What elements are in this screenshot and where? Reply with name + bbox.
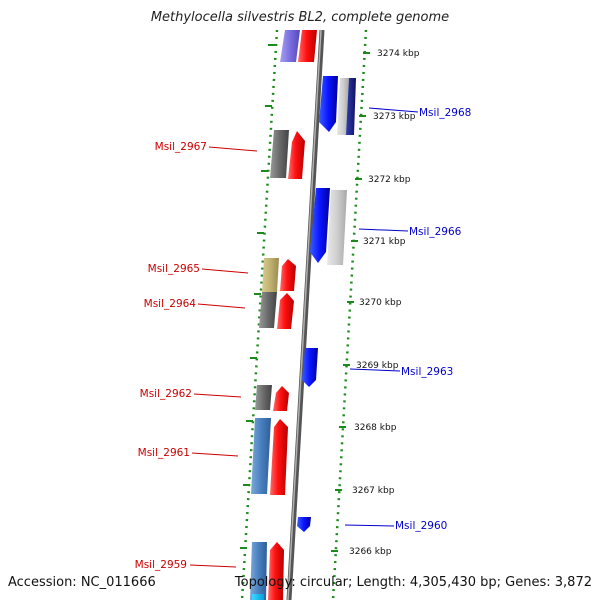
label-msil-2963[interactable]: Msil_2963 [401, 366, 453, 378]
gene-gray-2962[interactable] [255, 385, 272, 410]
gene-gray-2967[interactable] [270, 130, 289, 178]
gene-red-top[interactable] [298, 30, 317, 62]
label-msil-2966[interactable]: Msil_2966 [409, 226, 462, 238]
label-msil-2960[interactable]: Msil_2960 [395, 520, 447, 532]
genome-summary-text: Topology: circular; Length: 4,305,430 bp… [234, 575, 592, 590]
genome-title: Methylocella silvestris BL2, complete ge… [150, 10, 450, 25]
label-msil-2962[interactable]: Msil_2962 [140, 388, 192, 400]
gene-msil-2965[interactable] [280, 259, 296, 291]
label-msil-2961[interactable]: Msil_2961 [138, 447, 190, 459]
kbp-3267: 3267 kbp [352, 486, 395, 496]
gene-msil-2964[interactable] [277, 293, 294, 329]
label-msil-2968[interactable]: Msil_2968 [419, 107, 471, 119]
gene-steel-2959[interactable] [250, 542, 267, 600]
gene-light-2968[interactable] [337, 78, 349, 135]
kbp-3274: 3274 kbp [377, 49, 420, 59]
gene-light-2966[interactable] [327, 190, 347, 265]
kbp-3271: 3271 kbp [363, 237, 406, 247]
accession-text: Accession: NC_011666 [8, 575, 156, 590]
gene-msil-2959[interactable] [268, 542, 284, 600]
gene-msil-2961[interactable] [270, 419, 288, 495]
kbp-3269: 3269 kbp [356, 361, 399, 371]
kbp-3273: 3273 kbp [373, 112, 416, 122]
kbp-3270: 3270 kbp [359, 298, 402, 308]
gene-msil-2967[interactable] [288, 131, 305, 179]
forward-strand-genes [297, 76, 356, 532]
left-tick-marks [240, 44, 275, 549]
gene-msil-2968[interactable] [319, 76, 338, 132]
label-msil-2964[interactable]: Msil_2964 [144, 298, 197, 310]
gene-steel-2961[interactable] [251, 418, 271, 494]
leader-lines [189, 107, 419, 568]
gene-msil-2960[interactable] [297, 517, 311, 532]
gene-khaki-2965[interactable] [262, 258, 279, 292]
label-msil-2965[interactable]: Msil_2965 [148, 263, 200, 275]
gene-labels: Msil_2967 Msil_2965 Msil_2964 Msil_2962 … [135, 107, 472, 571]
gene-msil-2963[interactable] [302, 348, 318, 387]
gene-gray-2964[interactable] [259, 292, 277, 328]
right-tick-marks [331, 52, 370, 552]
gene-navy-2968[interactable] [346, 78, 356, 135]
kbp-scale: 3274 kbp 3273 kbp 3272 kbp 3271 kbp 3270… [349, 49, 420, 557]
gene-msil-2966[interactable] [310, 188, 330, 263]
label-msil-2959[interactable]: Msil_2959 [135, 559, 187, 571]
gene-msil-2962[interactable] [273, 386, 289, 411]
genome-axis [286, 29, 325, 600]
kbp-3272: 3272 kbp [368, 175, 411, 185]
label-msil-2967[interactable]: Msil_2967 [155, 141, 207, 153]
gene-cyan-bottom[interactable] [252, 594, 264, 600]
kbp-3266: 3266 kbp [349, 547, 392, 557]
kbp-3268: 3268 kbp [354, 423, 397, 433]
gene-purple-top[interactable] [280, 30, 300, 62]
reverse-strand-genes [250, 30, 317, 600]
